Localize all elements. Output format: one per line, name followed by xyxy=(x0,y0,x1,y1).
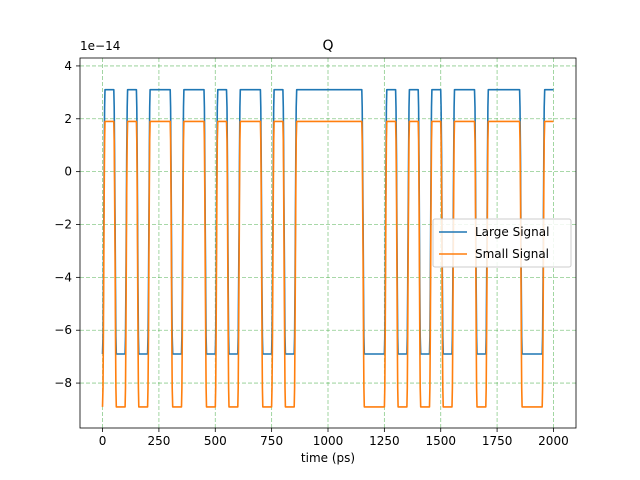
grid xyxy=(80,58,576,428)
y-tick-label: −6 xyxy=(54,323,72,337)
x-tick-label: 500 xyxy=(204,434,227,448)
chart-title: Q xyxy=(322,38,333,54)
x-tick-label: 250 xyxy=(147,434,170,448)
x-tick-label: 1000 xyxy=(313,434,344,448)
x-axis-label: time (ps) xyxy=(301,451,355,465)
ticks: 0 250 500 750 1000 1250 1500 1750 2000 −8 −6 −4 −2 0 2… xyxy=(54,59,568,448)
legend-label: Large Signal xyxy=(475,225,549,239)
legend-label: Small Signal xyxy=(475,247,549,261)
x-tick-label: 1250 xyxy=(369,434,400,448)
x-tick-label: 0 xyxy=(99,434,107,448)
x-tick-label: 1500 xyxy=(425,434,456,448)
legend-box xyxy=(432,218,572,268)
y-tick-label: −2 xyxy=(54,218,72,232)
x-tick-label: 750 xyxy=(260,434,283,448)
x-tick-label: 2000 xyxy=(538,434,569,448)
y-tick-label: −4 xyxy=(54,270,72,284)
legend: Large Signal Small Signal xyxy=(432,218,572,268)
series-line xyxy=(101,120,554,408)
y-tick-label: 0 xyxy=(64,165,72,179)
y-axis-multiplier: 1e−14 xyxy=(80,39,120,53)
series-lines xyxy=(101,88,554,408)
y-tick-label: −8 xyxy=(54,376,72,390)
x-tick-label: 1750 xyxy=(482,434,513,448)
y-tick-label: 4 xyxy=(64,59,72,73)
y-tick-label: 2 xyxy=(64,112,72,126)
